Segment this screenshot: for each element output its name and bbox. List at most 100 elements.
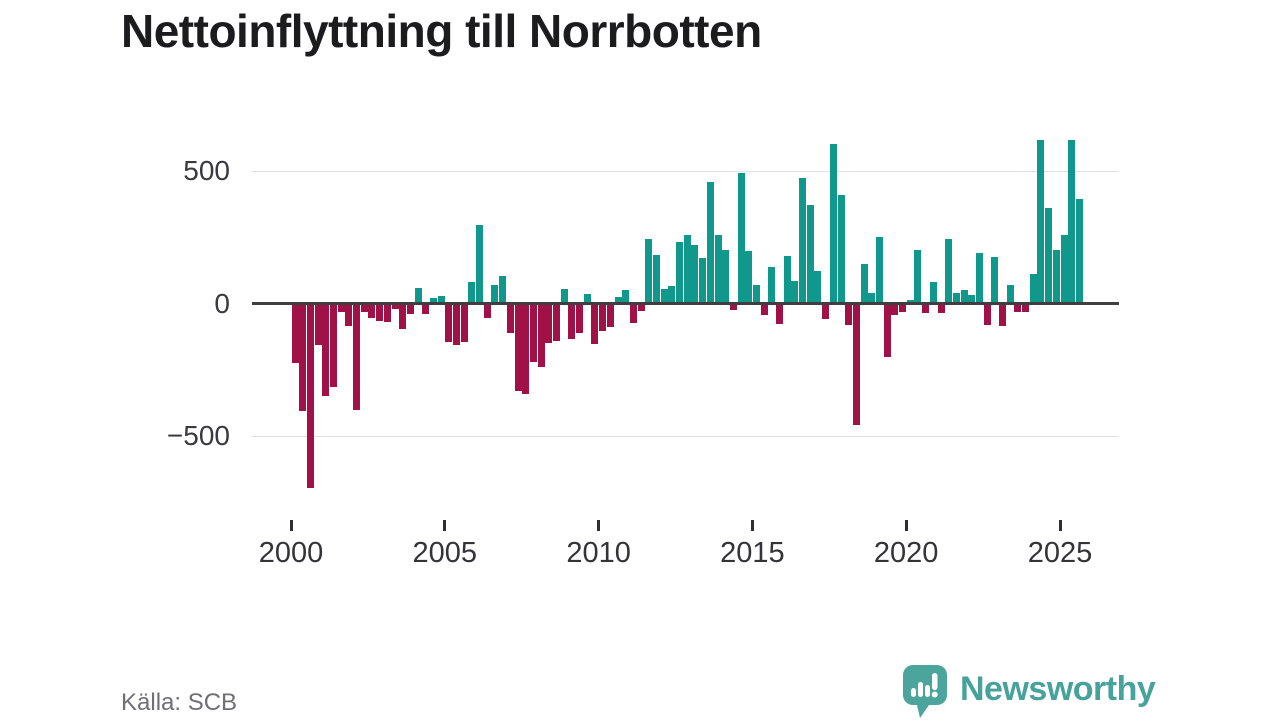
bar [429,298,437,304]
bar [329,303,337,387]
bar [868,293,876,304]
bar [1029,273,1037,304]
bar [676,242,683,304]
bar [314,303,322,345]
bar [306,303,314,488]
bar [1060,234,1068,304]
bar [691,244,699,304]
x-tick-mark [904,520,908,531]
bar [760,303,768,315]
bar [460,303,468,342]
bar [699,258,707,304]
bar [499,276,507,304]
bar [706,182,714,304]
bar [960,290,968,304]
bar [822,303,830,320]
bar [353,303,360,410]
bar [899,303,906,313]
bar [291,303,299,364]
x-tick-label: 2015 [720,537,785,569]
bar [806,205,814,304]
gridline [252,436,1119,437]
bar [645,238,653,304]
bar [906,299,914,304]
x-tick-label: 2005 [412,537,478,569]
bar [576,303,583,334]
bar [1075,199,1083,304]
bar [845,303,853,325]
bar [568,303,576,339]
bar [891,303,899,316]
bar [383,303,391,323]
bar [414,287,422,304]
bar [591,303,599,344]
bar [483,303,491,319]
bar [999,303,1006,327]
y-tick-label: 500 [183,155,230,186]
bar [391,303,399,309]
bar [1014,303,1022,312]
bar [660,288,668,304]
bar [945,239,953,304]
bar [614,296,622,304]
bar [299,303,307,411]
bar [1052,249,1060,304]
bar [337,303,345,312]
bar [914,249,922,304]
bar [606,303,614,328]
bar [437,295,445,304]
y-tick-label: 0 [214,287,230,319]
bar [668,286,676,304]
x-tick-mark [289,520,293,531]
bar [1037,139,1045,304]
bar [468,281,476,304]
bar [799,178,806,304]
bar [875,236,883,304]
bar [776,303,783,324]
bar [422,303,430,315]
bar [652,254,660,304]
bar [968,295,976,304]
bar [722,250,730,304]
x-tick-mark [597,520,601,531]
bar [883,303,891,357]
bar [791,281,799,304]
zero-axis-line [252,302,1119,305]
bar [752,284,760,304]
newsworthy-bubble-chart-icon [903,665,947,725]
bar [560,289,568,304]
bar [506,303,514,334]
bar [991,256,999,304]
bar [814,270,822,304]
bar [1045,208,1053,304]
x-tick-label: 2025 [1027,537,1093,569]
bar [376,303,384,321]
bar [537,303,545,368]
bar [445,303,453,342]
x-tick-mark [443,520,447,531]
bar [629,303,637,324]
bar [583,294,591,304]
bar [453,303,460,345]
bar [491,284,499,304]
bar [929,281,937,304]
bar [637,303,645,311]
y-tick-label: −500 [166,420,230,451]
bar [514,303,522,391]
bar [545,303,553,344]
bar [829,144,837,304]
bar [683,234,691,304]
page-title: Nettoinflyttning till Norrbotten [121,5,762,57]
bar [714,234,722,304]
bar [522,303,530,394]
bar [745,251,753,304]
bar [783,255,791,304]
bar [729,303,737,310]
bar [360,303,368,312]
bar [399,303,407,329]
bar [983,303,991,325]
bar [975,252,983,304]
bar [622,290,630,304]
bar [553,303,560,341]
bar [345,303,353,326]
